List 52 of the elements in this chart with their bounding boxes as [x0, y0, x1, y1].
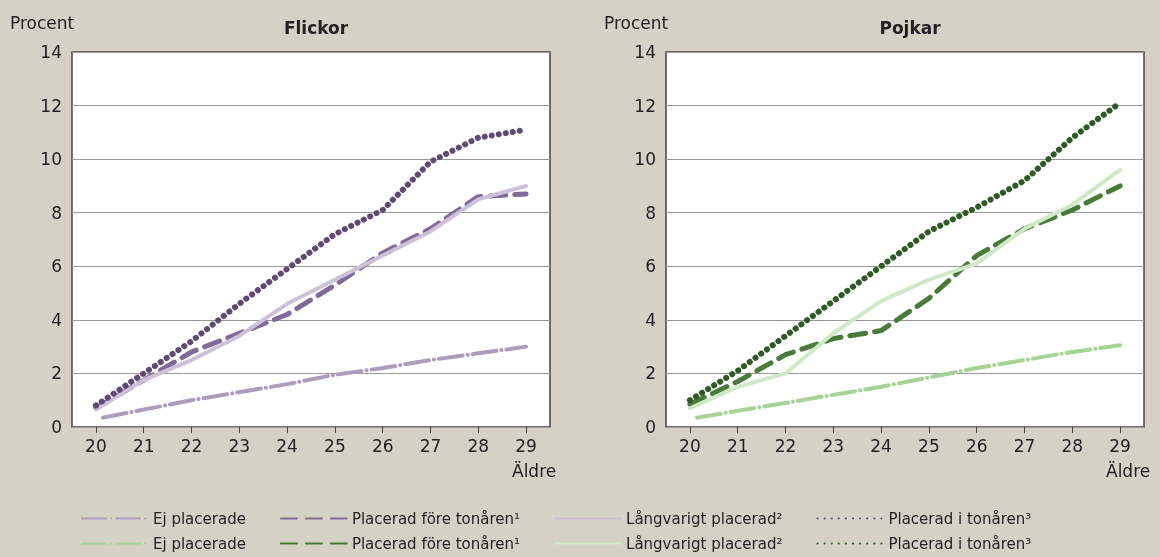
chart-title: Flickor — [283, 17, 349, 38]
y-tick-label: 6 — [645, 256, 656, 277]
x-tick-label: 25 — [324, 435, 346, 456]
chart-title: Pojkar — [879, 17, 942, 38]
x-axis-title: Äldre — [512, 460, 557, 481]
legend-label: Placerad före tonåren¹ — [351, 509, 521, 528]
legend-label: Placerad i tonåren³ — [888, 509, 1032, 528]
line-series — [101, 344, 529, 420]
legend-label: Ej placerade — [153, 509, 246, 528]
y-tick-label: 10 — [634, 149, 656, 170]
y-tick-label: 10 — [40, 149, 62, 170]
x-tick-label: 23 — [228, 435, 251, 456]
y-axis-title: Procent — [604, 12, 669, 33]
x-tick-label: 29 — [1109, 435, 1131, 456]
x-tick-label: 29 — [515, 435, 537, 456]
y-tick-label: 14 — [634, 42, 656, 62]
legend-label: Placerad före tonåren¹ — [351, 534, 521, 553]
x-tick-label: 22 — [774, 435, 797, 456]
x-tick-label: 20 — [679, 435, 701, 456]
y-tick-label: 4 — [645, 309, 656, 330]
x-tick-label: 27 — [419, 435, 442, 456]
y-axis-title: Procent — [10, 12, 75, 33]
y-tick-label: 8 — [645, 202, 656, 223]
x-tick-label: 27 — [1013, 435, 1036, 456]
y-tick-label: 12 — [634, 95, 656, 116]
y-tick-label: 0 — [645, 417, 656, 437]
y-tick-label: 0 — [51, 417, 62, 437]
y-tick-label: 4 — [51, 309, 62, 330]
legend-label: Långvarigt placerad² — [626, 509, 783, 528]
y-tick-label: 2 — [51, 363, 62, 384]
legend-label: Placerad i tonåren³ — [888, 534, 1032, 553]
x-tick-label: 20 — [85, 435, 107, 456]
x-tick-label: 24 — [870, 435, 892, 456]
x-tick-label: 25 — [918, 435, 940, 456]
x-tick-label: 28 — [1061, 435, 1084, 456]
legend-label: Långvarigt placerad² — [626, 534, 783, 553]
x-tick-label: 22 — [180, 435, 203, 456]
x-axis-title: Äldre — [1106, 460, 1151, 481]
x-tick-label: 23 — [822, 435, 845, 456]
x-tick-label: 26 — [965, 435, 988, 456]
x-tick-label: 21 — [132, 435, 155, 456]
y-tick-label: 12 — [40, 95, 62, 116]
y-tick-label: 14 — [40, 42, 62, 62]
x-tick-label: 21 — [726, 435, 749, 456]
x-tick-label: 28 — [467, 435, 490, 456]
line-series — [695, 343, 1123, 420]
y-tick-label: 6 — [51, 256, 62, 277]
x-tick-label: 24 — [276, 435, 298, 456]
y-tick-label: 8 — [51, 202, 62, 223]
x-tick-label: 26 — [371, 435, 394, 456]
y-tick-label: 2 — [645, 363, 656, 384]
legend-label: Ej placerade — [153, 534, 246, 553]
